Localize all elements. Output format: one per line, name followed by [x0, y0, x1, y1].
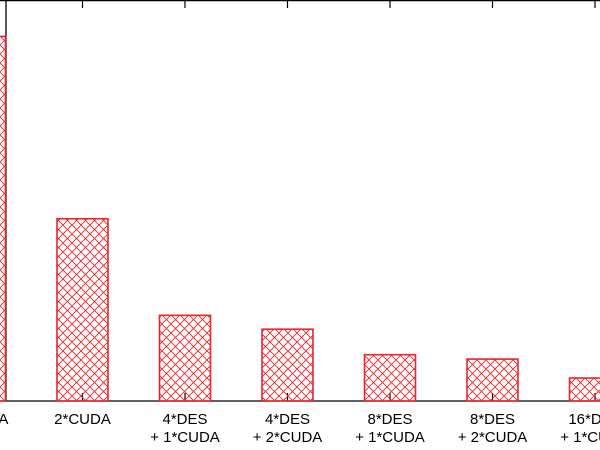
- x-tick-label-3: 4*DES + 1*CUDA: [150, 411, 220, 446]
- bar-3: [158, 314, 212, 402]
- bars: [0, 35, 600, 402]
- x-tick-label-2: 2*CUDA: [54, 411, 111, 428]
- bar-2: [56, 217, 109, 402]
- x-tick-label-7: 16*DES+ 1*CUDA: [560, 411, 600, 446]
- x-tick-label-6: 8*DES + 2*CUDA: [458, 411, 528, 446]
- bar-6: [466, 358, 519, 402]
- bar-1: [0, 35, 7, 402]
- x-tick-label-4: 4*DES + 2*CUDA: [253, 411, 323, 446]
- x-tick-label-1: 1*CUDA: [0, 411, 8, 428]
- bar-5: [363, 353, 417, 402]
- x-tick-labels: 1*CUDA 2*CUDA 4*DES+ 1*CUDA 4*DES+ 2*CUDA 8*…: [0, 411, 600, 446]
- bar-7: [568, 377, 600, 402]
- bar-4: [261, 328, 314, 402]
- x-tick-label-5: 8*DES + 1*CUDA: [355, 411, 425, 446]
